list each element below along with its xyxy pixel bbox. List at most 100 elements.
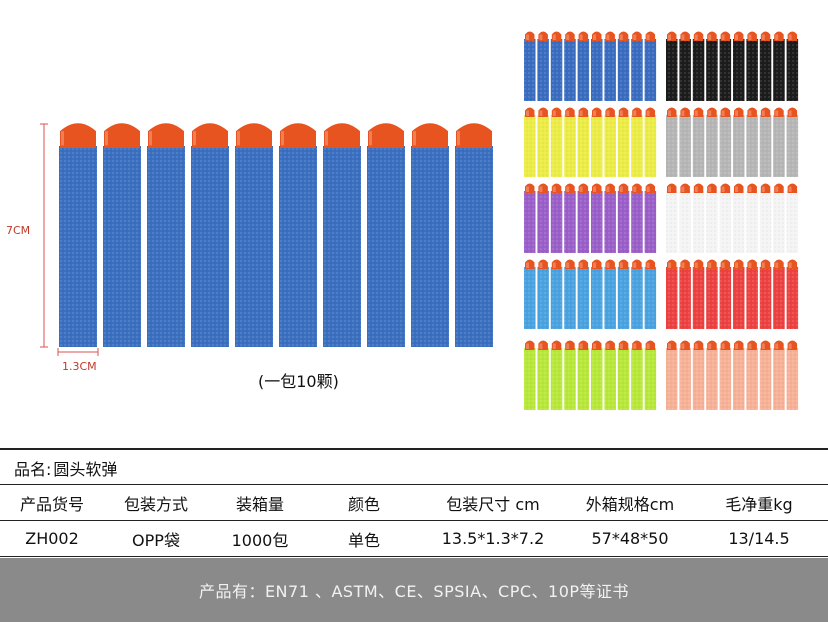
mini-dart (577, 259, 590, 329)
mini-dart (644, 107, 657, 177)
value-cell: OPP袋 (104, 520, 208, 557)
foam-dart (323, 123, 361, 347)
header-cell: 包装尺寸 cm (416, 484, 570, 521)
foam-dart (147, 123, 185, 347)
mini-dart (591, 107, 603, 177)
mini-dart (604, 340, 616, 410)
mini-dart (706, 340, 718, 410)
mini-dart (666, 259, 678, 329)
mini-dart (617, 183, 630, 253)
spec-header-row: 产品货号 包装方式 装箱量 颜色 包装尺寸 cm 外箱规格cm 毛净重kg (0, 484, 828, 521)
mini-dart (706, 259, 718, 329)
mini-dart (746, 107, 758, 177)
dart-variant-light-blue (524, 259, 657, 329)
dart-variant-lime (524, 340, 657, 410)
value-cell: 单色 (312, 520, 416, 557)
mini-dart (550, 340, 563, 410)
pack-caption: (一包10颗) (258, 372, 339, 391)
mini-dart (591, 183, 603, 253)
mini-dart (644, 259, 657, 329)
mini-dart (759, 107, 772, 177)
header-cell: 包装方式 (104, 484, 208, 521)
dart-variant-peach (666, 340, 799, 410)
mini-dart (591, 31, 603, 101)
product-image (40, 31, 799, 410)
mini-dart (537, 107, 549, 177)
mini-dart (733, 31, 745, 101)
mini-dart (644, 31, 657, 101)
spec-value-row: ZH002 OPP袋 1000包 单色 13.5*1.3*7.2 57*48*5… (0, 520, 828, 557)
mini-dart (719, 340, 732, 410)
mini-dart (733, 259, 745, 329)
mini-dart (733, 340, 745, 410)
mini-dart (617, 107, 630, 177)
mini-dart (604, 259, 616, 329)
foam-dart (455, 123, 493, 347)
header-cell: 毛净重kg (690, 484, 828, 521)
mini-dart (759, 183, 772, 253)
foam-dart (59, 123, 97, 347)
mini-dart (746, 31, 758, 101)
mini-dart (524, 340, 536, 410)
foam-dart (279, 123, 317, 347)
mini-dart (666, 340, 678, 410)
mini-dart (564, 183, 576, 253)
width-dimension-label: 1.3CM (62, 360, 97, 373)
mini-dart (746, 183, 758, 253)
header-cell: 颜色 (312, 484, 416, 521)
mini-dart (564, 340, 576, 410)
mini-dart (719, 107, 732, 177)
mini-dart (786, 259, 799, 329)
mini-dart (666, 31, 678, 101)
mini-dart (786, 31, 799, 101)
mini-dart (692, 107, 705, 177)
value-cell: 13.5*1.3*7.2 (416, 520, 570, 557)
value-cell: 57*48*50 (570, 520, 690, 557)
mini-dart (524, 183, 536, 253)
mini-dart (577, 183, 590, 253)
mini-dart (746, 340, 758, 410)
mini-dart (631, 31, 643, 101)
value-cell: 1000包 (208, 520, 312, 557)
mini-dart (679, 340, 691, 410)
mini-dart (759, 340, 772, 410)
mini-dart (631, 259, 643, 329)
product-name-label: 品名: (14, 460, 52, 479)
mini-dart (773, 259, 785, 329)
mini-dart (591, 259, 603, 329)
mini-dart (550, 107, 563, 177)
mini-dart (631, 107, 643, 177)
mini-dart (773, 107, 785, 177)
mini-dart (564, 259, 576, 329)
mini-dart (591, 340, 603, 410)
mini-dart (644, 183, 657, 253)
mini-dart (733, 183, 745, 253)
spec-table: 产品货号 包装方式 装箱量 颜色 包装尺寸 cm 外箱规格cm 毛净重kg ZH… (0, 484, 828, 557)
mini-dart (577, 340, 590, 410)
mini-dart (706, 183, 718, 253)
mini-dart (679, 259, 691, 329)
certification-footer: 产品有：EN71 、ASTM、CE、SPSIA、CPC、10P等证书 (0, 558, 828, 622)
mini-dart (786, 183, 799, 253)
mini-dart (537, 31, 549, 101)
header-cell: 装箱量 (208, 484, 312, 521)
header-cell: 外箱规格cm (570, 484, 690, 521)
mini-dart (550, 259, 563, 329)
mini-dart (719, 183, 732, 253)
mini-dart (604, 107, 616, 177)
mini-dart (786, 107, 799, 177)
mini-dart (759, 259, 772, 329)
mini-dart (617, 31, 630, 101)
dart-variant-black (666, 31, 799, 101)
foam-dart (103, 123, 141, 347)
dart-variant-white (666, 183, 799, 253)
mini-dart (692, 259, 705, 329)
mini-dart (631, 183, 643, 253)
mini-dart (679, 107, 691, 177)
mini-dart (631, 340, 643, 410)
value-cell: ZH002 (0, 520, 104, 557)
mini-dart (706, 107, 718, 177)
mini-dart (719, 31, 732, 101)
dart-variant-yellow (524, 107, 657, 177)
